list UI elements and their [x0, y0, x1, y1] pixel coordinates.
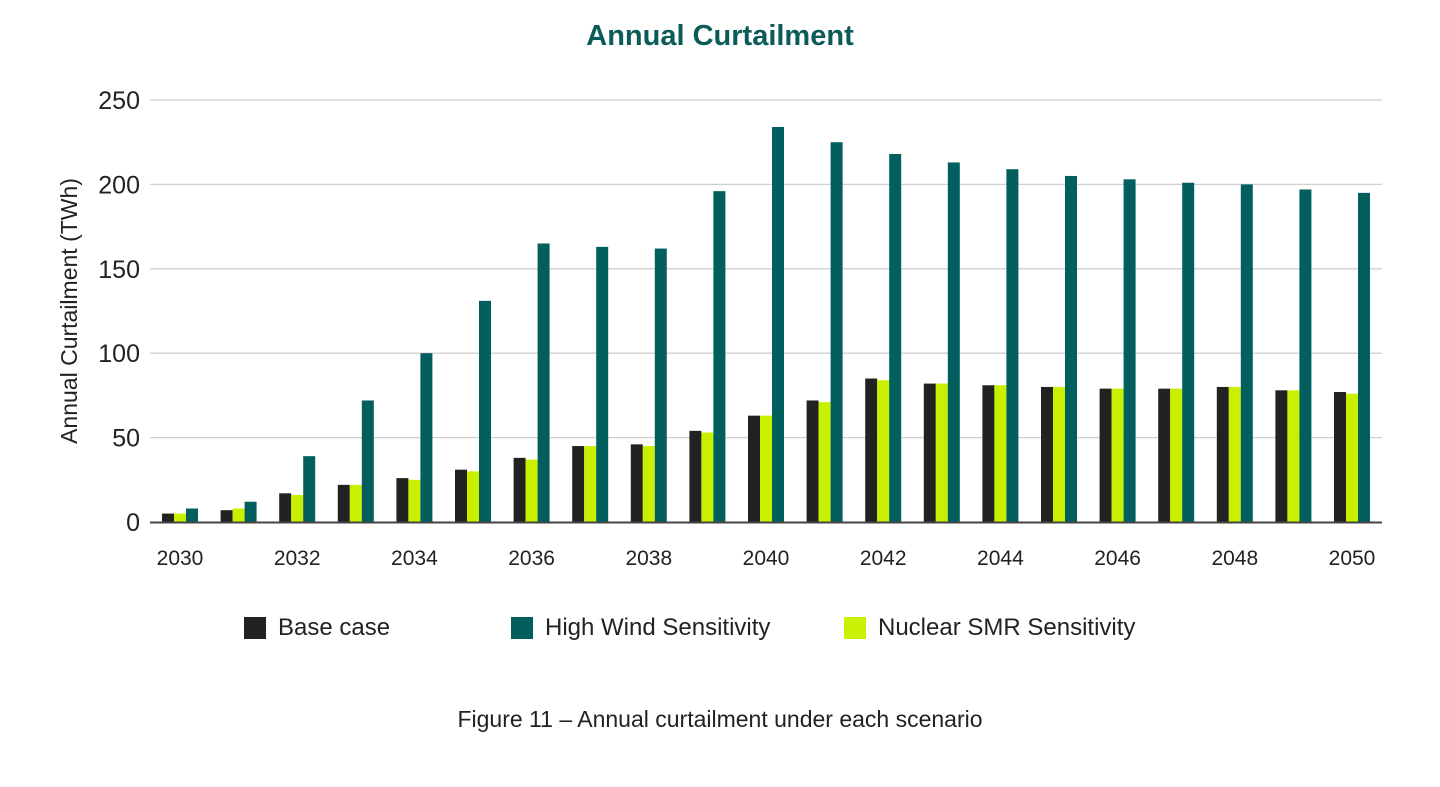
y-axis-label: Annual Curtailment (TWh): [56, 178, 82, 444]
bars: [162, 127, 1370, 523]
bar-base-case: [865, 378, 878, 522]
bar-nuclear-smr-sensitivity: [1053, 386, 1065, 522]
bar-high-wind-sensitivity: [420, 353, 433, 522]
bar-high-wind-sensitivity: [1182, 182, 1195, 522]
legend-label: Nuclear SMR Sensitivity: [878, 614, 1136, 641]
legend-swatch: [244, 617, 266, 639]
bar-nuclear-smr-sensitivity: [525, 459, 538, 522]
x-tick-label: 2040: [743, 547, 790, 570]
bar-base-case: [1334, 392, 1346, 522]
bar-base-case: [1099, 388, 1112, 522]
bar-nuclear-smr-sensitivity: [1287, 390, 1300, 522]
figure-caption: Figure 11 – Annual curtailment under eac…: [457, 706, 983, 732]
bar-nuclear-smr-sensitivity: [642, 446, 655, 522]
legend-label: High Wind Sensitivity: [545, 614, 771, 641]
bar-nuclear-smr-sensitivity: [1170, 388, 1183, 522]
x-tick-label: 2050: [1329, 547, 1376, 570]
bar-nuclear-smr-sensitivity: [1346, 393, 1358, 522]
bar-base-case: [396, 478, 409, 522]
y-tick-label: 50: [112, 425, 140, 453]
bar-nuclear-smr-sensitivity: [349, 484, 362, 522]
bar-high-wind-sensitivity: [303, 456, 316, 522]
x-tick-label: 2048: [1211, 547, 1258, 570]
x-tick-label: 2038: [625, 547, 672, 570]
bar-base-case: [1275, 390, 1288, 522]
bar-nuclear-smr-sensitivity: [467, 471, 479, 522]
y-tick-label: 0: [126, 509, 140, 537]
bar-nuclear-smr-sensitivity: [877, 380, 890, 522]
bar-high-wind-sensitivity: [1299, 189, 1312, 523]
bar-high-wind-sensitivity: [537, 243, 550, 523]
y-tick-label: 100: [98, 340, 140, 368]
legend: Base case High Wind Sensitivity Nuclear …: [0, 614, 1440, 644]
bar-base-case: [630, 444, 643, 522]
bar-base-case: [806, 400, 819, 522]
bar-base-case: [572, 446, 585, 522]
bar-nuclear-smr-sensitivity: [1111, 388, 1124, 522]
bar-high-wind-sensitivity: [947, 162, 960, 522]
bar-high-wind-sensitivity: [1358, 192, 1370, 522]
gridlines: [150, 99, 1382, 439]
legend-item-high-wind: High Wind Sensitivity: [511, 614, 770, 642]
bar-base-case: [455, 469, 467, 522]
bar-high-wind-sensitivity: [713, 191, 726, 523]
bar-base-case: [982, 385, 995, 522]
bar-high-wind-sensitivity: [1240, 184, 1253, 522]
bar-nuclear-smr-sensitivity: [701, 432, 714, 522]
x-tick-label: 2030: [157, 547, 204, 570]
y-tick-label: 200: [98, 171, 140, 199]
bar-base-case: [513, 457, 526, 522]
bar-high-wind-sensitivity: [830, 142, 843, 522]
y-tick-label: 150: [98, 256, 140, 284]
bar-nuclear-smr-sensitivity: [174, 513, 186, 522]
bar-high-wind-sensitivity: [889, 154, 902, 523]
bar-base-case: [748, 415, 760, 522]
x-tick-label: 2032: [274, 547, 321, 570]
bar-base-case: [1041, 386, 1053, 522]
bar-nuclear-smr-sensitivity: [935, 383, 948, 522]
legend-label: Base case: [278, 614, 391, 641]
bar-base-case: [162, 513, 174, 522]
bar-base-case: [923, 383, 936, 522]
bar-nuclear-smr-sensitivity: [760, 415, 772, 522]
x-tick-label: 2042: [860, 547, 907, 570]
bar-high-wind-sensitivity: [186, 508, 198, 522]
bar-nuclear-smr-sensitivity: [1228, 386, 1241, 522]
bar-nuclear-smr-sensitivity: [994, 385, 1007, 522]
bar-nuclear-smr-sensitivity: [291, 494, 304, 522]
bar-chart: 0 50 100 150 200 250 2030 2032 2034 2036 2038 2040…: [56, 87, 1382, 570]
bar-high-wind-sensitivity: [654, 248, 667, 522]
bar-high-wind-sensitivity: [1123, 179, 1136, 522]
bar-base-case: [689, 430, 702, 522]
legend-swatch: [511, 617, 533, 639]
bar-nuclear-smr-sensitivity: [232, 508, 245, 522]
x-tick-label: 2046: [1094, 547, 1141, 570]
bar-base-case: [220, 510, 233, 522]
bar-base-case: [337, 484, 350, 522]
bar-high-wind-sensitivity: [772, 127, 784, 523]
bar-nuclear-smr-sensitivity: [584, 446, 597, 522]
bar-high-wind-sensitivity: [244, 501, 257, 522]
x-tick-label: 2036: [508, 547, 555, 570]
bar-high-wind-sensitivity: [1065, 175, 1077, 522]
bar-high-wind-sensitivity: [361, 400, 374, 522]
bar-nuclear-smr-sensitivity: [408, 479, 421, 522]
chart-title: Annual Curtailment: [586, 20, 854, 52]
bar-base-case: [1216, 386, 1229, 522]
y-tick-label: 250: [98, 87, 140, 115]
bar-high-wind-sensitivity: [1006, 169, 1019, 522]
x-tick-labels: 2030 2032 2034 2036 2038 2040 2042 2044 2046 2048…: [157, 547, 1376, 570]
legend-swatch: [844, 617, 866, 639]
y-tick-labels: 0 50 100 150 200 250: [98, 87, 140, 537]
x-tick-label: 2034: [391, 547, 438, 570]
bar-high-wind-sensitivity: [596, 246, 609, 522]
bar-base-case: [1158, 388, 1171, 522]
legend-item-nuclear-smr: Nuclear SMR Sensitivity: [844, 614, 1135, 642]
bar-nuclear-smr-sensitivity: [818, 402, 831, 522]
legend-item-base-case: Base case: [244, 614, 390, 642]
bar-high-wind-sensitivity: [479, 300, 491, 522]
x-tick-label: 2044: [977, 547, 1024, 570]
bar-base-case: [279, 493, 292, 522]
